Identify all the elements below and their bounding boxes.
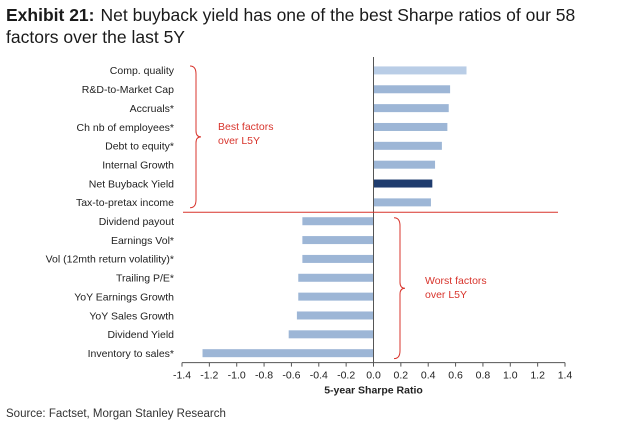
bar-trailing-p-e [298, 273, 374, 282]
bar-r-d-to-market-cap [373, 85, 451, 94]
category-label: Internal Growth [102, 159, 174, 171]
bar-dividend-yield [288, 330, 374, 339]
bar-dividend-payout [302, 217, 374, 226]
category-label: Tax-to-pretax income [76, 197, 174, 209]
best-factors-annotation: over L5Y [218, 135, 260, 147]
category-label: Dividend payout [99, 216, 174, 228]
bar-earnings-vol [302, 236, 374, 245]
bar-yoy-sales-growth [296, 311, 374, 320]
bar-vol-12mth-return-volatility [302, 254, 374, 263]
bar-internal-growth [373, 160, 436, 169]
category-label: Earnings Vol* [111, 235, 174, 247]
x-tick-label: -1.0 [228, 370, 246, 382]
category-label: YoY Sales Growth [89, 310, 174, 322]
exhibit-title: Exhibit 21: Net buyback yield has one of … [6, 4, 626, 48]
x-tick-label: 1.2 [530, 370, 545, 382]
x-tick-label: -0.8 [255, 370, 273, 382]
x-tick-label: -0.6 [282, 370, 300, 382]
category-label: Accruals* [130, 103, 174, 115]
bar-inventory-to-sales [202, 349, 374, 358]
category-label: YoY Earnings Growth [74, 291, 174, 303]
category-label: Comp. quality [110, 65, 175, 77]
best-factors-bracket [189, 65, 202, 209]
worst-factors-bracket [393, 217, 406, 360]
worst-factors-annotation: Worst factors [425, 275, 487, 287]
bar-ch-nb-of-employees [373, 122, 448, 131]
category-label: Trailing P/E* [116, 273, 174, 285]
x-tick-label: 0.2 [394, 370, 409, 382]
x-tick-label: -0.4 [310, 370, 328, 382]
x-tick-label: 1.4 [558, 370, 573, 382]
bar-debt-to-equity [373, 141, 442, 150]
worst-factors-annotation: over L5Y [425, 289, 467, 301]
x-tick-label: 0.8 [476, 370, 491, 382]
title-text: Net buyback yield has one of the best Sh… [6, 5, 576, 47]
category-label: Dividend Yield [107, 329, 174, 341]
x-tick-label: 1.0 [503, 370, 518, 382]
x-tick-label: -1.4 [173, 370, 191, 382]
category-label: Debt to equity* [105, 141, 174, 153]
bar-accruals [373, 104, 449, 113]
exhibit-label: Exhibit 21: [6, 5, 95, 25]
best-factors-annotation: Best factors [218, 121, 273, 133]
x-tick-label: -1.2 [200, 370, 218, 382]
category-label: R&D-to-Market Cap [82, 84, 174, 96]
bar-tax-to-pretax-income [373, 198, 431, 207]
x-tick-label: -0.2 [337, 370, 355, 382]
bar-yoy-earnings-growth [298, 292, 374, 301]
source-note: Source: Factset, Morgan Stanley Research [6, 408, 226, 420]
x-tick-label: 0.0 [366, 370, 381, 382]
x-axis-title: 5-year Sharpe Ratio [324, 385, 423, 397]
category-label: Inventory to sales* [88, 348, 174, 360]
bar-comp-quality [373, 66, 467, 75]
category-label: Vol (12mth return volatility)* [46, 254, 174, 266]
category-label: Net Buyback Yield [89, 178, 174, 190]
bar-net-buyback-yield [373, 179, 433, 188]
x-tick-label: 0.4 [421, 370, 436, 382]
category-label: Ch nb of employees* [77, 122, 174, 134]
x-tick-label: 0.6 [448, 370, 463, 382]
